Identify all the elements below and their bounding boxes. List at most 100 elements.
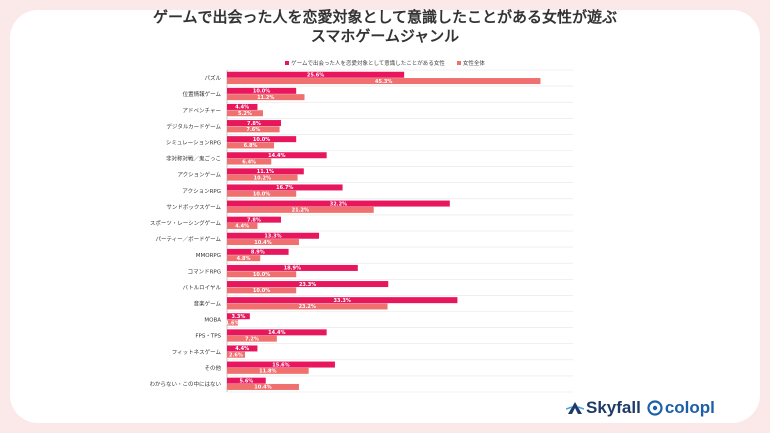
legend: ゲームで出会った人を恋愛対象として意識したことがある女性 女性全体	[0, 59, 770, 67]
bar-series2	[227, 142, 275, 149]
bar-series1	[227, 87, 297, 94]
category-label: FPS・TPS	[195, 334, 221, 340]
data-label-series1: 4.4%	[235, 346, 249, 352]
bar-series1	[227, 184, 343, 191]
data-label-series1: 32.2%	[330, 201, 347, 207]
data-label-series1: 23.3%	[299, 282, 316, 288]
bar-series1	[227, 313, 250, 320]
category-label: アドベンチャー	[183, 107, 221, 114]
bar-series1	[227, 264, 358, 271]
category-label: 非対称対戦／鬼ごっこ	[166, 155, 221, 163]
bar-series2	[227, 94, 305, 101]
data-label-series2: 10.2%	[254, 175, 271, 181]
category-label: デジタルカードゲーム	[166, 122, 221, 130]
category-label: コマンドRPG	[188, 268, 221, 275]
data-label-series2: 1.6%	[226, 320, 240, 326]
category-label: 位置情報ゲーム	[183, 90, 222, 98]
category-label: サンドボックスゲーム	[166, 203, 221, 211]
skyfall-mark-icon	[566, 402, 584, 414]
bar-series2	[227, 255, 261, 262]
legend-swatch-series1	[285, 61, 290, 65]
bar-series1	[227, 297, 458, 304]
data-label-series2: 21.2%	[292, 208, 309, 214]
data-label-series2: 6.8%	[244, 143, 258, 149]
bar-series2	[227, 174, 298, 181]
category-label: フィットネスゲーム	[172, 348, 222, 356]
data-label-series2: 6.4%	[242, 159, 256, 165]
bar-series2	[227, 287, 297, 294]
title-line-1: ゲームで出会った人を恋愛対象として意識したことがある女性が遊ぶ	[152, 8, 618, 26]
data-label-series2: 10.4%	[254, 240, 271, 246]
logos: Skyfall colopl	[566, 398, 715, 418]
bar-series1	[227, 329, 327, 336]
data-label-series1: 33.3%	[334, 298, 351, 304]
data-label-series1: 11.1%	[257, 169, 274, 175]
legend-item-series1: ゲームで出会った人を恋愛対象として意識したことがある女性	[285, 59, 445, 67]
data-label-series2: 7.6%	[246, 127, 260, 133]
data-label-series2: 2.6%	[229, 352, 243, 358]
bar-series1	[227, 200, 450, 207]
bar-series1	[227, 136, 297, 143]
bar-series1	[227, 168, 304, 175]
data-label-series2: 4.4%	[235, 224, 249, 230]
data-label-series1: 8.9%	[251, 250, 265, 256]
skyfall-logo-text: Skyfall	[586, 398, 641, 417]
data-label-series1: 18.9%	[284, 266, 301, 272]
bar-series2	[227, 78, 541, 85]
bar-series2	[227, 367, 309, 374]
bar-series2	[227, 351, 245, 358]
bar-series2	[227, 126, 280, 133]
data-label-series2: 10.0%	[253, 272, 270, 278]
data-label-series2: 45.3%	[375, 79, 392, 85]
bar-series1	[227, 216, 281, 223]
category-label: アクションゲーム	[177, 171, 221, 179]
data-label-series2: 11.2%	[257, 95, 274, 101]
legend-label-series1: ゲームで出会った人を恋愛対象として意識したことがある女性	[291, 61, 445, 67]
data-label-series1: 15.6%	[272, 362, 289, 368]
category-label: スポーツ・レーシングゲーム	[150, 219, 222, 227]
bar-series2	[227, 319, 239, 326]
category-label: パズル	[204, 74, 221, 82]
bar-series1	[227, 345, 258, 352]
bar-series1	[227, 361, 335, 368]
bar-series2	[227, 335, 277, 342]
data-label-series2: 10.0%	[253, 288, 270, 294]
data-label-series1: 10.0%	[253, 137, 270, 143]
data-label-series1: 25.6%	[307, 72, 324, 78]
bar-series1	[227, 152, 327, 159]
data-label-series1: 7.8%	[247, 217, 261, 223]
data-label-series2: 7.2%	[245, 336, 259, 342]
data-label-series1: 10.0%	[253, 89, 270, 95]
category-label: MMORPG	[196, 253, 221, 259]
category-label: パーティー／ボードゲーム	[155, 235, 221, 243]
bar-series2	[227, 206, 374, 213]
category-label: アクションRPG	[182, 188, 221, 195]
category-label: その他	[204, 364, 221, 372]
bar-series1	[227, 281, 389, 288]
colopl-logo: colopl	[647, 398, 715, 418]
data-label-series2: 4.8%	[237, 256, 251, 262]
legend-swatch-series2	[456, 61, 461, 65]
category-label: 音楽ゲーム	[194, 299, 222, 307]
data-label-series2: 23.2%	[299, 304, 316, 310]
data-label-series1: 14.4%	[268, 153, 285, 159]
bar-series1	[227, 248, 289, 255]
bar-series1	[227, 120, 281, 127]
bar-series1	[227, 103, 258, 110]
skyfall-logo: Skyfall	[566, 398, 641, 418]
legend-label-series2: 女性全体	[462, 61, 485, 67]
chart-title: ゲームで出会った人を恋愛対象として意識したことがある女性が遊ぶ スマホゲームジャ…	[0, 8, 770, 46]
bar-series2	[227, 190, 297, 197]
data-label-series1: 14.4%	[268, 330, 285, 336]
data-label-series1: 13.3%	[264, 233, 281, 239]
data-label-series2: 11.8%	[259, 369, 276, 375]
bar-series1	[227, 71, 405, 78]
colopl-logo-text: colopl	[664, 398, 715, 417]
data-label-series1: 16.7%	[276, 185, 293, 191]
data-label-series2: 5.2%	[238, 111, 252, 117]
category-label: わからない・この中にはない	[149, 380, 221, 388]
bar-series2	[227, 222, 258, 229]
bar-series1	[227, 232, 320, 239]
data-label-series1: 3.3%	[231, 314, 245, 320]
